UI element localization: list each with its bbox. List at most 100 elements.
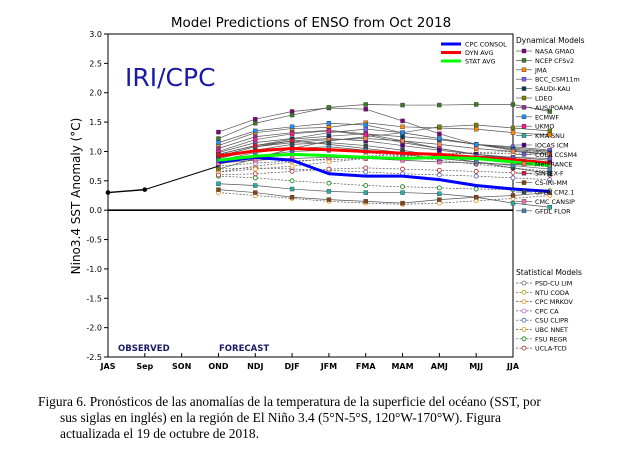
legend-label-ucla-tcd: UCLA-TCD (535, 345, 567, 353)
legend-label-gfdl-cm2-1: GFDL CM2.1 (535, 189, 574, 197)
observed-label: OBSERVED (118, 344, 170, 354)
legend-marker-ldeo (521, 95, 527, 101)
data-point (510, 175, 516, 181)
data-point (547, 152, 553, 157)
legend-marker-cmc-cansip (521, 199, 527, 204)
data-point (437, 136, 442, 141)
data-point (473, 195, 479, 200)
data-point (289, 131, 295, 137)
legend-label-gfdl-flor: GFDL FLOR (535, 207, 571, 215)
data-point (400, 190, 405, 195)
legend-label-csu-clipr: CSU CLIPR (535, 317, 569, 325)
data-point (400, 184, 405, 190)
data-point (437, 142, 442, 147)
data-point (326, 180, 332, 186)
series-line (218, 142, 550, 175)
observed-series (105, 165, 219, 195)
data-point (400, 102, 405, 108)
average-series (218, 147, 550, 193)
data-point (216, 181, 221, 186)
series-line (218, 122, 550, 146)
data-point (326, 189, 332, 194)
caption-line-3: actualizada el 19 de octubre de 2018. (60, 426, 259, 441)
data-point (400, 118, 405, 124)
legend-label-stat-avg: STAT AVG (465, 58, 496, 66)
figure-caption: Figura 6. Pronósticos de las anomalías d… (38, 394, 598, 442)
legend-label-jma: JMA (534, 66, 547, 74)
series-line (218, 133, 550, 155)
data-point (363, 122, 368, 128)
data-point (289, 163, 295, 169)
legend-marker-cpc-ca (521, 308, 527, 314)
data-point (547, 171, 553, 176)
legend-label-sintex-f: SINTEX-F (535, 170, 564, 178)
x-tick-label: Sep (136, 362, 153, 371)
legend-marker-ncep-cfsv2 (521, 58, 527, 63)
legend-marker-csu-clipr (521, 317, 527, 323)
data-point (437, 124, 442, 129)
average-line-cpc-consol (218, 155, 550, 193)
data-point (437, 102, 442, 108)
x-tick-label: JAS (100, 362, 116, 371)
data-point (363, 199, 368, 204)
data-point (363, 169, 369, 175)
model-series (216, 102, 553, 210)
data-point (253, 183, 258, 188)
y-tick-label: 0.0 (89, 206, 102, 215)
legend-label-ecmwf: ECMWF (535, 113, 559, 121)
y-tick-label: 1.5 (89, 118, 102, 127)
series-line (218, 189, 550, 204)
data-point (510, 193, 516, 198)
x-tick-label: MAM (391, 362, 413, 371)
x-tick-label: JFM (320, 362, 337, 371)
data-point (216, 172, 221, 178)
watermark: IRI/CPC (125, 63, 216, 92)
data-point (253, 116, 258, 122)
y-axis-label: Nino3.4 SST Anomaly (°C) (69, 118, 83, 275)
data-point (253, 190, 258, 195)
data-point (216, 140, 221, 145)
data-point (253, 121, 258, 126)
legend-marker-cola-ccsm4 (521, 152, 527, 157)
legend-marker-ecmwf (521, 114, 527, 120)
observed-to-forecast-link (144, 165, 219, 191)
y-tick-label: -1.0 (86, 265, 102, 274)
data-point (252, 166, 258, 172)
data-point (289, 124, 295, 129)
legend-marker-kma-snu (521, 133, 527, 138)
legend-marker-sintex-f (521, 170, 527, 176)
data-point (473, 102, 479, 107)
data-point (473, 159, 479, 165)
data-point (363, 190, 368, 195)
data-point (473, 186, 479, 192)
data-point (216, 187, 221, 192)
legend-marker-ucla-tcd (521, 345, 527, 351)
data-point (437, 148, 442, 153)
legend-label-cola-ccsm4: COLA CCSM4 (535, 151, 577, 159)
legend-marker-ubc-nnet (521, 327, 527, 332)
dynamical-series-cs-iri-mm (216, 187, 553, 206)
series-line (218, 148, 550, 172)
data-point (436, 167, 442, 173)
data-point (252, 171, 258, 177)
data-point (326, 197, 332, 202)
x-tick-label: SON (172, 362, 191, 371)
data-point (326, 166, 332, 172)
data-point (289, 169, 295, 174)
legend-label-iocas-icm: IOCAS ICM (535, 142, 569, 150)
series-line (218, 107, 550, 152)
legend-marker-ukmo (521, 123, 527, 129)
series-line (218, 167, 550, 176)
x-tick-label: DJF (285, 362, 300, 371)
data-point (400, 200, 405, 206)
series-line (218, 138, 550, 157)
data-point (363, 102, 368, 107)
series-line (218, 128, 550, 153)
data-point (400, 134, 405, 139)
statistical-series-cpc-mrkov (216, 190, 553, 207)
legend-label-ncep-cfsv2: NCEP CFSv2 (535, 57, 574, 65)
y-tick-label: -2.5 (86, 353, 102, 362)
legend-marker-jma (521, 67, 527, 73)
x-ticks: JAS Sep SON OND NDJ DJF JFM FMA MAM AMJ MJJ JJA (100, 353, 520, 371)
